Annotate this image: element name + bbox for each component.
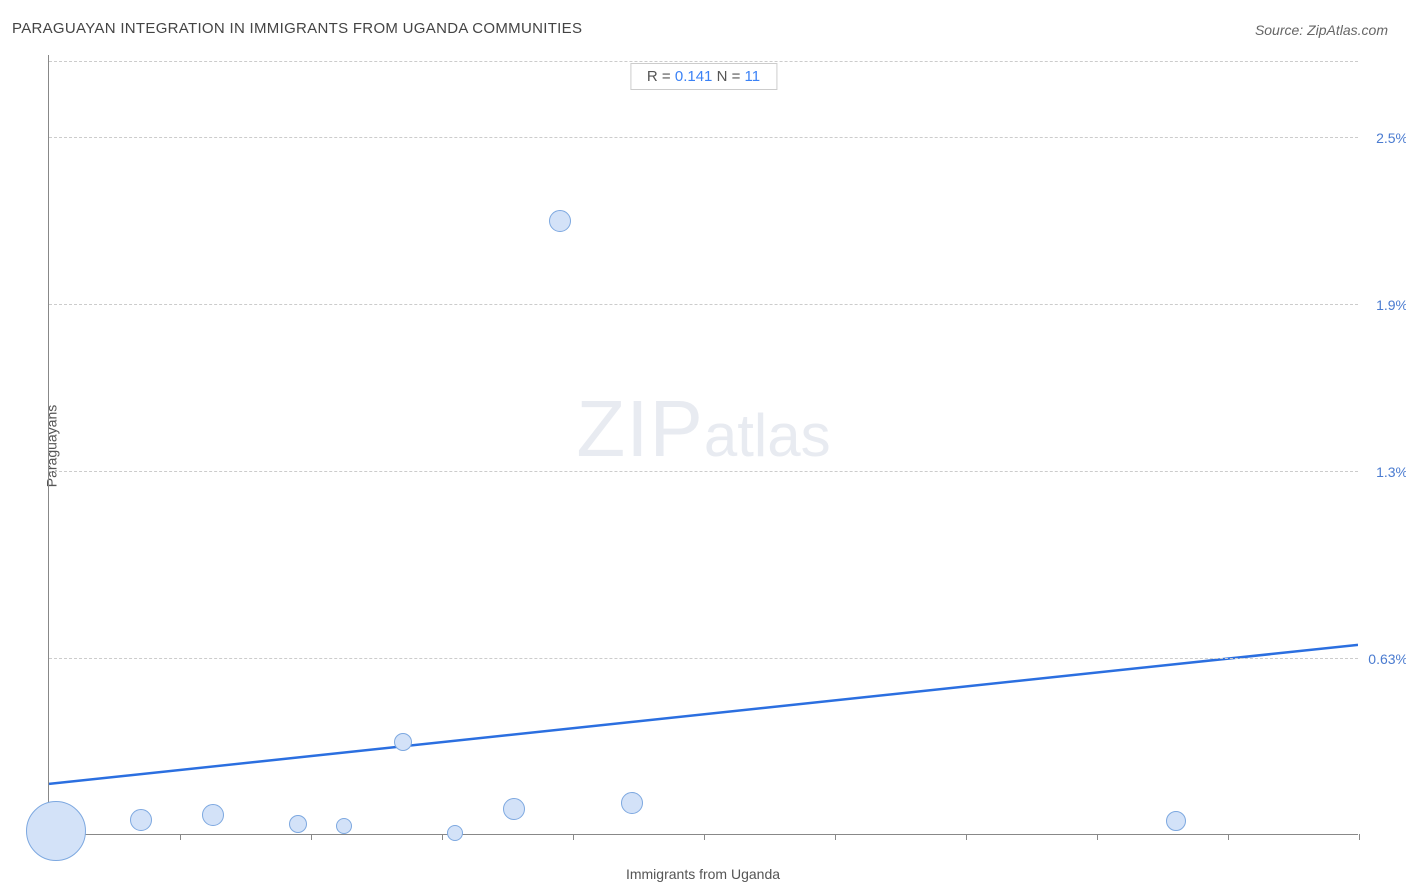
- stats-n-value: 11: [745, 68, 761, 85]
- stats-r-label: R =: [647, 68, 675, 85]
- data-point: [503, 798, 525, 820]
- y-tick-label: 1.9%: [1376, 297, 1406, 313]
- x-tick: [835, 834, 836, 840]
- x-tick: [966, 834, 967, 840]
- data-point: [289, 815, 307, 833]
- y-tick-label: 0.63%: [1368, 651, 1406, 667]
- y-tick-label: 1.3%: [1376, 464, 1406, 480]
- trend-svg: [49, 55, 1358, 834]
- chart-title: PARAGUAYAN INTEGRATION IN IMMIGRANTS FRO…: [12, 20, 582, 37]
- stats-box: R = 0.141 N = 11: [630, 63, 777, 90]
- stats-r-value: 0.141: [675, 68, 713, 85]
- watermark: ZIPatlas: [576, 383, 830, 475]
- x-tick: [311, 834, 312, 840]
- chart-source: Source: ZipAtlas.com: [1255, 22, 1388, 38]
- x-tick: [1097, 834, 1098, 840]
- x-tick: [442, 834, 443, 840]
- x-tick: [180, 834, 181, 840]
- x-axis-label: Immigrants from Uganda: [626, 866, 780, 882]
- watermark-zip: ZIP: [576, 384, 703, 473]
- gridline: [49, 471, 1358, 472]
- x-tick: [1228, 834, 1229, 840]
- x-tick: [1359, 834, 1360, 840]
- data-point: [202, 804, 224, 826]
- watermark-atlas: atlas: [704, 402, 831, 469]
- data-point: [447, 825, 463, 841]
- stats-n-label: N =: [712, 68, 744, 85]
- trend-line: [49, 645, 1358, 784]
- gridline: [49, 137, 1358, 138]
- data-point: [1166, 811, 1186, 831]
- data-point: [26, 801, 86, 861]
- x-tick: [704, 834, 705, 840]
- x-tick: [573, 834, 574, 840]
- data-point: [394, 733, 412, 751]
- gridline: [49, 304, 1358, 305]
- data-point: [130, 809, 152, 831]
- gridline: [49, 658, 1358, 659]
- data-point: [336, 818, 352, 834]
- plot-area: ZIPatlas R = 0.141 N = 11 0.63%1.3%1.9%2…: [48, 55, 1358, 835]
- data-point: [549, 210, 571, 232]
- data-point: [621, 792, 643, 814]
- y-tick-label: 2.5%: [1376, 130, 1406, 146]
